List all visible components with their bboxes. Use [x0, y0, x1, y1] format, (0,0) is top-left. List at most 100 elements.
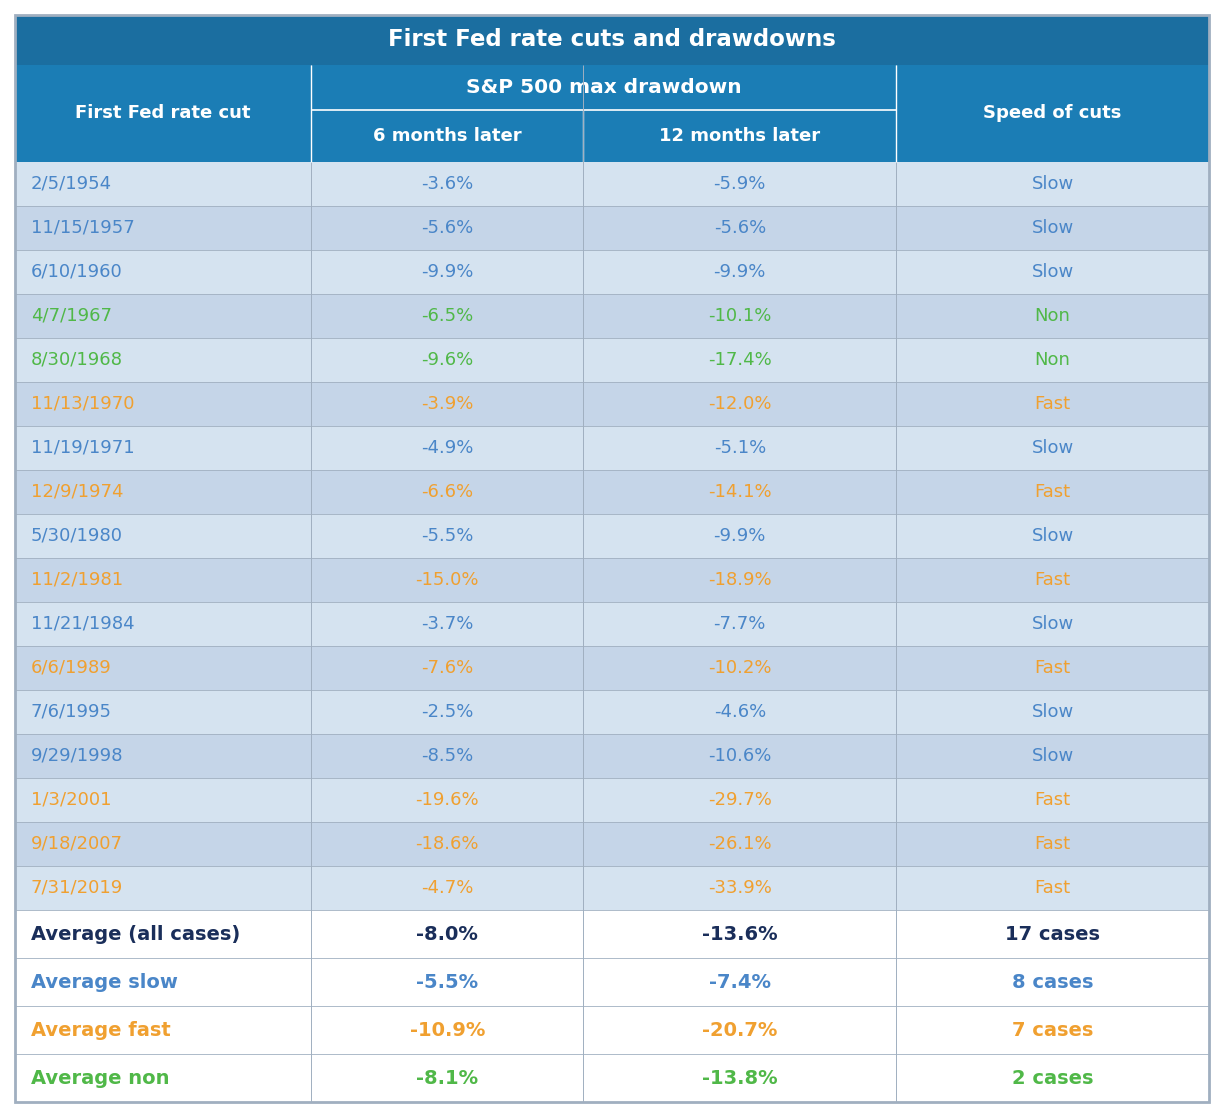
Text: 2/5/1954: 2/5/1954 — [31, 175, 113, 193]
Text: -3.7%: -3.7% — [421, 615, 474, 633]
Text: 12/9/1974: 12/9/1974 — [31, 483, 124, 501]
Bar — [15, 823, 1209, 866]
Text: -19.6%: -19.6% — [415, 791, 479, 809]
Bar — [15, 514, 1209, 558]
Text: 6/6/1989: 6/6/1989 — [31, 659, 111, 677]
Text: 11/15/1957: 11/15/1957 — [31, 219, 135, 237]
Text: 8/30/1968: 8/30/1968 — [31, 351, 122, 370]
Bar — [15, 162, 1209, 206]
Text: First Fed rate cut: First Fed rate cut — [76, 105, 251, 122]
Text: -5.5%: -5.5% — [421, 526, 474, 545]
Text: 17 cases: 17 cases — [1005, 925, 1100, 944]
Bar — [15, 426, 1209, 470]
Text: 11/19/1971: 11/19/1971 — [31, 439, 135, 457]
Text: Slow: Slow — [1032, 526, 1073, 545]
Text: -10.6%: -10.6% — [707, 747, 771, 765]
Text: 12 months later: 12 months later — [660, 127, 820, 145]
Text: 4/7/1967: 4/7/1967 — [31, 307, 113, 325]
Text: -3.9%: -3.9% — [421, 395, 474, 413]
Text: -9.6%: -9.6% — [421, 351, 474, 370]
Text: Speed of cuts: Speed of cuts — [983, 105, 1121, 122]
Text: -14.1%: -14.1% — [707, 483, 771, 501]
Text: 9/18/2007: 9/18/2007 — [31, 835, 122, 853]
Bar — [15, 558, 1209, 602]
Text: -10.9%: -10.9% — [410, 1021, 485, 1040]
Text: -10.2%: -10.2% — [707, 659, 771, 677]
Text: Slow: Slow — [1032, 175, 1073, 193]
Bar — [15, 910, 1209, 958]
Text: -8.0%: -8.0% — [416, 925, 479, 944]
Bar — [15, 14, 1209, 65]
Text: -13.6%: -13.6% — [701, 925, 777, 944]
Text: Non: Non — [1034, 351, 1071, 370]
Bar — [15, 382, 1209, 426]
Bar — [311, 65, 896, 110]
Text: Slow: Slow — [1032, 439, 1073, 457]
Text: -8.5%: -8.5% — [421, 747, 474, 765]
Text: -18.9%: -18.9% — [707, 571, 771, 589]
Bar — [15, 470, 1209, 514]
Text: Slow: Slow — [1032, 747, 1073, 765]
Bar — [15, 602, 1209, 646]
Text: Slow: Slow — [1032, 615, 1073, 633]
Bar — [15, 646, 1209, 690]
Text: Fast: Fast — [1034, 395, 1071, 413]
Text: -6.5%: -6.5% — [421, 307, 474, 325]
Bar — [15, 866, 1209, 910]
Text: 11/21/1984: 11/21/1984 — [31, 615, 135, 633]
Text: -26.1%: -26.1% — [707, 835, 771, 853]
Bar — [15, 206, 1209, 250]
Bar — [15, 294, 1209, 338]
Text: -5.5%: -5.5% — [416, 973, 479, 992]
Text: -2.5%: -2.5% — [421, 703, 474, 721]
Text: -9.9%: -9.9% — [714, 263, 766, 280]
Text: Average slow: Average slow — [31, 973, 177, 992]
Text: -4.9%: -4.9% — [421, 439, 474, 457]
Text: First Fed rate cuts and drawdowns: First Fed rate cuts and drawdowns — [388, 29, 836, 51]
Text: 5/30/1980: 5/30/1980 — [31, 526, 122, 545]
Bar — [15, 338, 1209, 382]
Text: 7/31/2019: 7/31/2019 — [31, 879, 124, 897]
Text: 7 cases: 7 cases — [1012, 1021, 1093, 1040]
Text: 6/10/1960: 6/10/1960 — [31, 263, 122, 280]
Text: -5.9%: -5.9% — [714, 175, 766, 193]
Bar — [15, 1054, 1209, 1102]
Text: Average non: Average non — [31, 1068, 169, 1087]
Bar — [15, 1006, 1209, 1054]
Text: Fast: Fast — [1034, 571, 1071, 589]
Text: -33.9%: -33.9% — [707, 879, 771, 897]
Text: Non: Non — [1034, 307, 1071, 325]
Text: 9/29/1998: 9/29/1998 — [31, 747, 124, 765]
Bar — [15, 733, 1209, 778]
Bar — [15, 778, 1209, 823]
Text: S&P 500 max drawdown: S&P 500 max drawdown — [466, 78, 742, 97]
Text: 7/6/1995: 7/6/1995 — [31, 703, 113, 721]
Text: Fast: Fast — [1034, 483, 1071, 501]
Text: 6 months later: 6 months later — [373, 127, 521, 145]
Text: -5.1%: -5.1% — [714, 439, 766, 457]
Text: -3.6%: -3.6% — [421, 175, 474, 193]
Text: 2 cases: 2 cases — [1012, 1068, 1093, 1087]
Text: -10.1%: -10.1% — [707, 307, 771, 325]
Text: 1/3/2001: 1/3/2001 — [31, 791, 111, 809]
Text: Slow: Slow — [1032, 219, 1073, 237]
Bar — [584, 110, 896, 162]
Text: -5.6%: -5.6% — [421, 219, 474, 237]
Bar — [15, 250, 1209, 294]
Text: -29.7%: -29.7% — [707, 791, 771, 809]
Text: Average (all cases): Average (all cases) — [31, 925, 240, 944]
Text: -5.6%: -5.6% — [714, 219, 766, 237]
Text: 11/13/1970: 11/13/1970 — [31, 395, 135, 413]
Text: -13.8%: -13.8% — [701, 1068, 777, 1087]
Text: -4.7%: -4.7% — [421, 879, 474, 897]
Bar — [15, 958, 1209, 1006]
Text: -4.6%: -4.6% — [714, 703, 766, 721]
Text: -9.9%: -9.9% — [421, 263, 474, 280]
Text: -6.6%: -6.6% — [421, 483, 474, 501]
Text: -12.0%: -12.0% — [707, 395, 771, 413]
Text: Fast: Fast — [1034, 791, 1071, 809]
Text: -17.4%: -17.4% — [707, 351, 771, 370]
Text: 8 cases: 8 cases — [1012, 973, 1093, 992]
Bar — [311, 110, 584, 162]
Text: Fast: Fast — [1034, 835, 1071, 853]
